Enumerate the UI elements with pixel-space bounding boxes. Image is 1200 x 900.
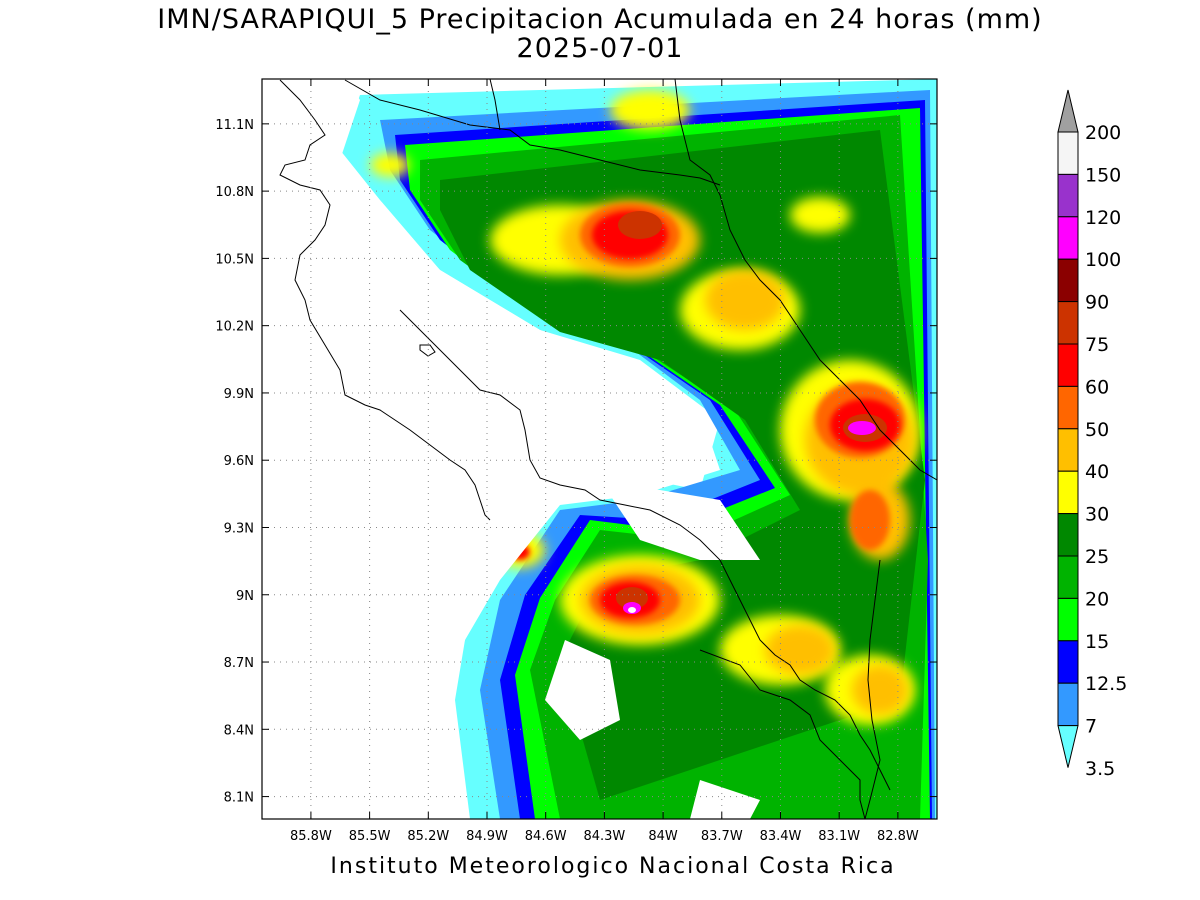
legend-swatch bbox=[1057, 470, 1079, 515]
lat-tick-label: 8.4N bbox=[224, 723, 254, 738]
legend-swatch bbox=[1057, 301, 1079, 345]
legend-label: 150 bbox=[1085, 164, 1121, 186]
legend-swatch bbox=[1057, 555, 1079, 599]
latitude-axis: 11.1N 10.8N 10.5N 10.2N 9.9N 9.6N 9.3N 9N 8.7N 8.… bbox=[215, 118, 937, 806]
legend-swatch bbox=[1057, 343, 1079, 387]
lon-tick-label: 85.2W bbox=[407, 829, 449, 844]
legend-arrow-bottom bbox=[1057, 725, 1079, 768]
legend-arrow-top bbox=[1057, 89, 1079, 133]
lat-tick-label: 8.1N bbox=[224, 791, 254, 806]
map-title: IMN/SARAPIQUI_5 Precipitacion Acumulada … bbox=[157, 4, 1043, 35]
lon-tick-label: 82.8W bbox=[877, 829, 919, 844]
legend-swatch bbox=[1057, 640, 1079, 684]
lon-tick-label: 84W bbox=[648, 829, 678, 844]
legend-label: 20 bbox=[1085, 588, 1109, 610]
precipitation-field bbox=[262, 79, 937, 819]
legend-label: 90 bbox=[1085, 292, 1109, 314]
legend-label: 50 bbox=[1085, 419, 1109, 441]
color-legend: 200 150 120 100 90 75 60 50 40 30 25 20 15 12.5 7 3.5 bbox=[1057, 89, 1127, 780]
plot-frame bbox=[261, 78, 938, 820]
lat-tick-label: 9.6N bbox=[224, 454, 254, 469]
lat-tick-label: 10.5N bbox=[215, 252, 254, 267]
footer-credit: Instituto Meteorologico Nacional Costa R… bbox=[330, 854, 896, 879]
legend-swatch bbox=[1057, 216, 1079, 260]
legend-label: 3.5 bbox=[1085, 758, 1115, 780]
lon-tick-label: 85.8W bbox=[290, 829, 332, 844]
precip-peak bbox=[628, 607, 636, 613]
precip-band-100 bbox=[623, 421, 876, 614]
lat-tick-label: 10.2N bbox=[215, 320, 254, 335]
legend-label: 60 bbox=[1085, 376, 1109, 398]
lat-tick-label: 9.3N bbox=[224, 521, 254, 536]
legend-swatch bbox=[1057, 258, 1079, 303]
legend-label: 25 bbox=[1085, 546, 1109, 568]
lon-tick-label: 85.5W bbox=[349, 829, 391, 844]
legend-label: 120 bbox=[1085, 207, 1121, 229]
lon-tick-label: 83.1W bbox=[818, 829, 860, 844]
coastlines bbox=[279, 79, 891, 819]
legend-swatch bbox=[1057, 173, 1079, 218]
legend-swatch bbox=[1057, 682, 1079, 727]
lon-tick-label: 84.9W bbox=[466, 829, 508, 844]
lon-tick-label: 83.4W bbox=[760, 829, 802, 844]
lon-tick-label: 84.3W bbox=[583, 829, 625, 844]
lat-tick-label: 9.9N bbox=[224, 387, 254, 402]
legend-swatch bbox=[1057, 131, 1079, 175]
map-date: 2025-07-01 bbox=[516, 33, 684, 64]
lat-tick-label: 11.1N bbox=[215, 118, 254, 133]
lat-tick-label: 8.7N bbox=[224, 656, 254, 671]
borders bbox=[489, 79, 937, 819]
legend-label: 40 bbox=[1085, 461, 1109, 483]
legend-swatch bbox=[1057, 513, 1079, 557]
legend-label: 200 bbox=[1085, 122, 1121, 144]
legend-label: 30 bbox=[1085, 504, 1109, 526]
lat-tick-label: 10.8N bbox=[215, 185, 254, 200]
dry-zone bbox=[262, 79, 760, 819]
lat-tick-label: 9N bbox=[236, 589, 254, 604]
longitude-axis: 85.8W 85.5W 85.2W 84.9W 84.6W 84.3W 84W 83.7W 83… bbox=[290, 79, 919, 844]
lon-tick-label: 83.7W bbox=[701, 829, 743, 844]
lon-tick-label: 84.6W bbox=[525, 829, 567, 844]
legend-label: 100 bbox=[1085, 249, 1121, 271]
legend-label: 7 bbox=[1085, 716, 1097, 738]
legend-label: 12.5 bbox=[1085, 673, 1127, 695]
legend-swatch bbox=[1057, 428, 1079, 472]
legend-swatch bbox=[1057, 597, 1079, 642]
legend-swatch bbox=[1057, 385, 1079, 430]
legend-label: 15 bbox=[1085, 631, 1109, 653]
legend-label: 75 bbox=[1085, 334, 1109, 356]
